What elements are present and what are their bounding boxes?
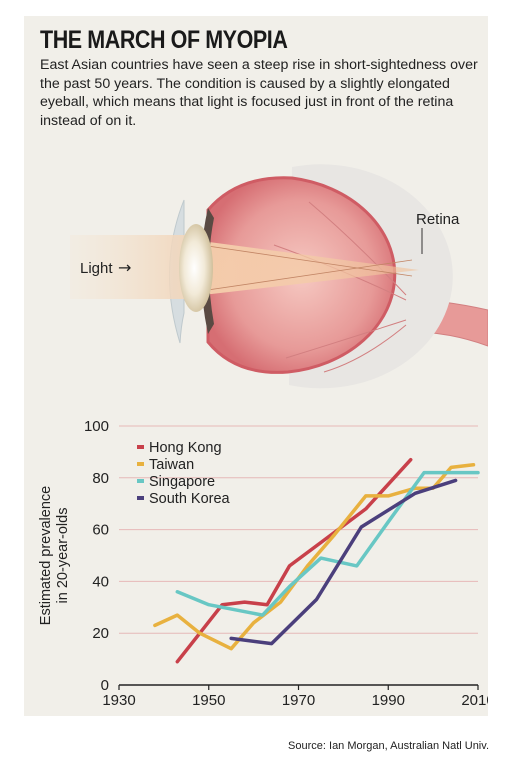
x-tick-label: 2010 (461, 692, 488, 709)
lens (179, 224, 213, 312)
y-tick-label: 0 (101, 677, 109, 694)
focal-ray-top (193, 243, 413, 277)
light-label: Light (80, 260, 113, 277)
source-credit: Source: Ian Morgan, Australian Natl Univ… (288, 740, 489, 752)
x-tick-label: 1930 (102, 692, 135, 709)
light-arrow-icon: → (118, 258, 131, 277)
y-axis-title: Estimated prevalence (38, 486, 54, 625)
retina-label: Retina (416, 211, 460, 228)
y-tick-label: 60 (92, 522, 109, 539)
focal-ray-bottom (193, 259, 413, 293)
y-axis-title: in 20-year-olds (55, 508, 71, 604)
legend-label-singapore: Singapore (149, 474, 215, 490)
y-tick-label: 80 (92, 470, 109, 487)
x-tick-label: 1970 (282, 692, 315, 709)
series-line-hong-kong (175, 457, 413, 664)
legend-label-south-korea: South Korea (149, 491, 231, 507)
legend-label-taiwan: Taiwan (149, 457, 194, 473)
x-tick-label: 1950 (192, 692, 225, 709)
series-line-south-korea (229, 478, 458, 646)
intro-text: East Asian countries have seen a steep r… (40, 57, 478, 129)
focused-light-cone (194, 240, 419, 296)
legend-label-hong-kong: Hong Kong (149, 440, 222, 456)
x-tick-label: 1990 (372, 692, 405, 709)
y-tick-label: 20 (92, 625, 109, 642)
y-tick-label: 100 (84, 418, 109, 435)
light-beam (70, 235, 190, 299)
page-title: THE MARCH OF MYOPIA (40, 26, 288, 54)
myopia-prevalence-chart: 0 20 40 60 80 100 1930 1950 1970 1990 2010 Estimate… (38, 418, 488, 709)
eye-diagram: Light → Retina (70, 164, 488, 389)
y-tick-label: 40 (92, 573, 109, 590)
